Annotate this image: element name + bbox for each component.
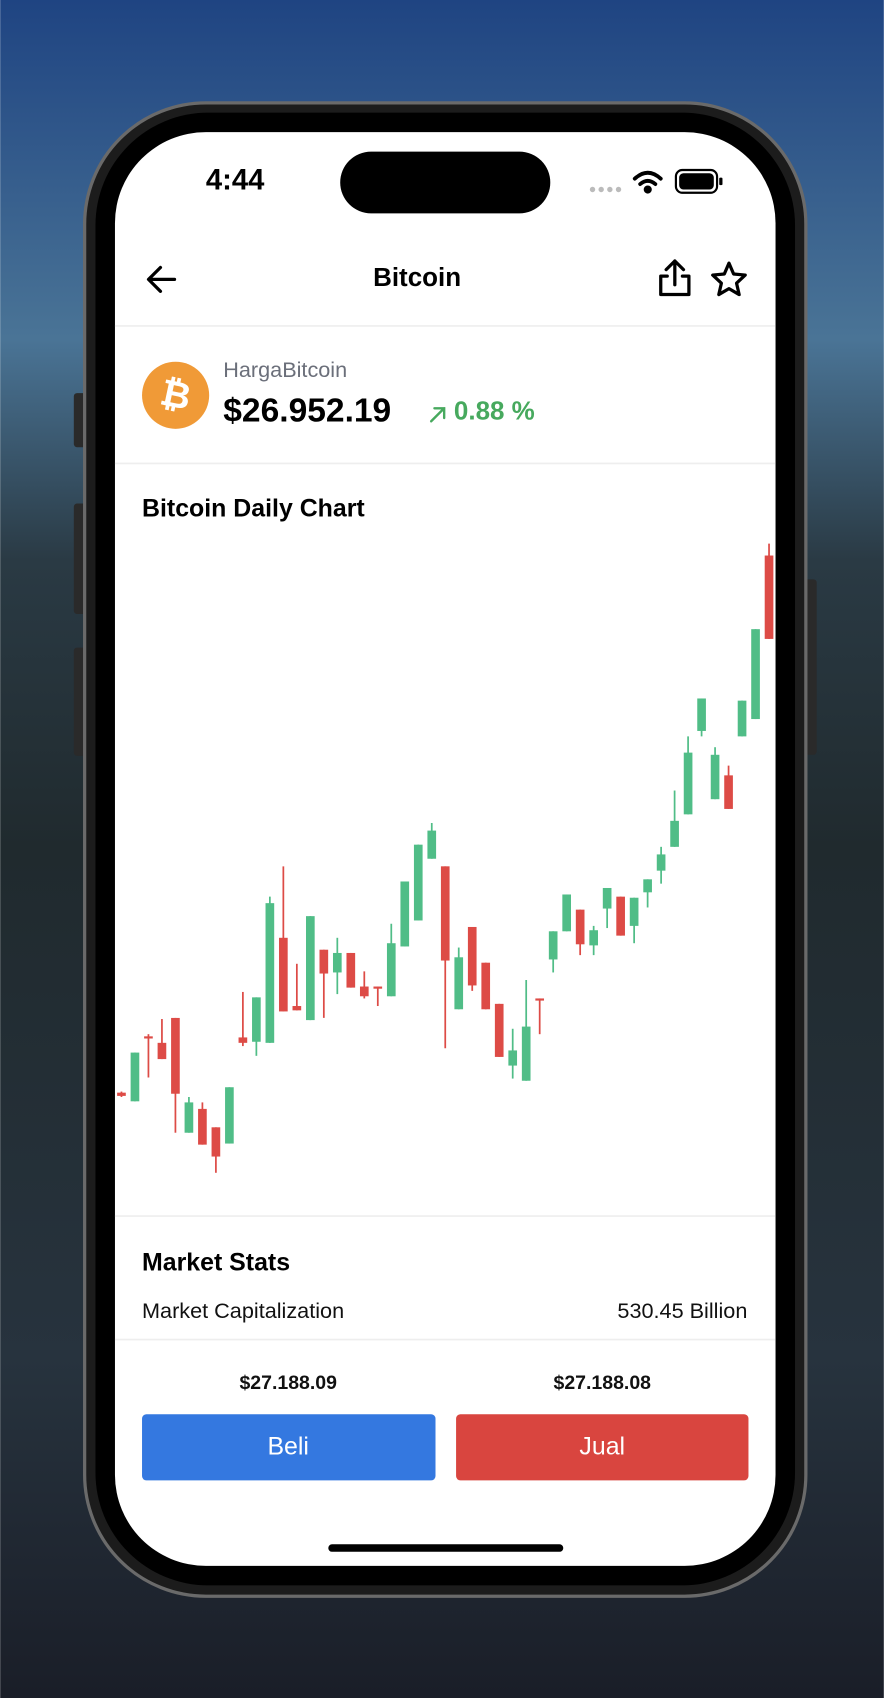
- candle-body: [279, 937, 288, 1012]
- coin-price: $26.952.19: [223, 392, 391, 429]
- candle-body: [697, 698, 706, 731]
- nav-title: Bitcoin: [373, 262, 461, 292]
- market-stats-title: Market Stats: [142, 1248, 290, 1276]
- candle-body: [710, 754, 720, 800]
- candle-body: [265, 903, 275, 1043]
- sell-price: $27.188.08: [554, 1372, 652, 1394]
- candle-body: [373, 986, 383, 989]
- chart-title: Bitcoin Daily Chart: [142, 495, 365, 523]
- candle-body: [332, 952, 342, 973]
- candle-body: [683, 752, 693, 815]
- candle-body: [238, 1037, 248, 1043]
- change-arrow: [429, 407, 446, 423]
- candle-body: [548, 931, 558, 960]
- wifi-icon: [632, 170, 663, 194]
- candle-body: [400, 881, 410, 947]
- candle-body: [764, 555, 774, 639]
- candle-body: [386, 943, 396, 997]
- candlestick-plot: [117, 543, 774, 1173]
- candle-body: [737, 700, 747, 737]
- candle-body: [521, 1026, 531, 1081]
- candle-body: [562, 894, 572, 932]
- candle-body: [724, 775, 733, 809]
- coin-label: HargaBitcoin: [223, 357, 347, 382]
- signal-dots: [589, 186, 622, 193]
- candle-body: [589, 930, 598, 946]
- coin-change: 0.88 %: [454, 395, 535, 425]
- candle-body: [670, 820, 679, 847]
- screen: [114, 132, 776, 1566]
- candle-body: [211, 1127, 221, 1157]
- status-time: 4:44: [206, 165, 265, 197]
- buy-button-label: Beli: [267, 1432, 309, 1460]
- candle-body: [629, 897, 639, 926]
- dynamic-island: [340, 151, 551, 214]
- candle-body: [508, 1050, 518, 1066]
- share-button[interactable]: [659, 259, 691, 297]
- candle-body: [252, 997, 261, 1042]
- candle-body: [225, 1087, 234, 1144]
- candle-body: [535, 998, 545, 1001]
- candle-body: [454, 957, 464, 1010]
- candle-body: [117, 1092, 126, 1096]
- coin-icon: [142, 361, 210, 429]
- candle-body: [656, 854, 666, 871]
- buy-button-bg: [142, 1414, 436, 1481]
- sell-button-label: Jual: [579, 1432, 625, 1460]
- stat-value: 530.45 Billion: [617, 1298, 747, 1323]
- sell-button[interactable]: Jual: [456, 1414, 749, 1481]
- candle-body: [616, 896, 625, 936]
- candle-body: [494, 1003, 504, 1057]
- candle-body: [751, 629, 760, 720]
- candle-body: [359, 986, 369, 997]
- candle-body: [292, 1006, 302, 1011]
- candle-body: [481, 962, 491, 1010]
- candle-body: [602, 887, 612, 909]
- buy-price: $27.188.09: [239, 1372, 337, 1394]
- candle-body: [319, 949, 329, 974]
- candle-body: [306, 916, 315, 1021]
- candle-body: [171, 1017, 180, 1094]
- candle-body: [157, 1042, 167, 1060]
- candle-body: [130, 1052, 140, 1102]
- candle-body: [427, 830, 437, 859]
- candle-body: [198, 1108, 207, 1145]
- candle-body: [184, 1102, 194, 1133]
- candle-body: [467, 926, 477, 986]
- buy-button[interactable]: Beli: [142, 1414, 436, 1481]
- stat-label: Market Capitalization: [142, 1298, 344, 1323]
- candle-body: [144, 1036, 153, 1039]
- back-button[interactable]: [146, 265, 177, 293]
- home-indicator: [328, 1544, 564, 1552]
- candle-body: [346, 952, 356, 988]
- candle-body: [575, 909, 585, 945]
- candle-body: [643, 879, 652, 893]
- battery-icon: [674, 168, 723, 194]
- sell-button-bg: [456, 1414, 749, 1481]
- candle-body: [413, 844, 423, 921]
- favorite-button[interactable]: [711, 261, 747, 297]
- candle-body: [440, 866, 450, 961]
